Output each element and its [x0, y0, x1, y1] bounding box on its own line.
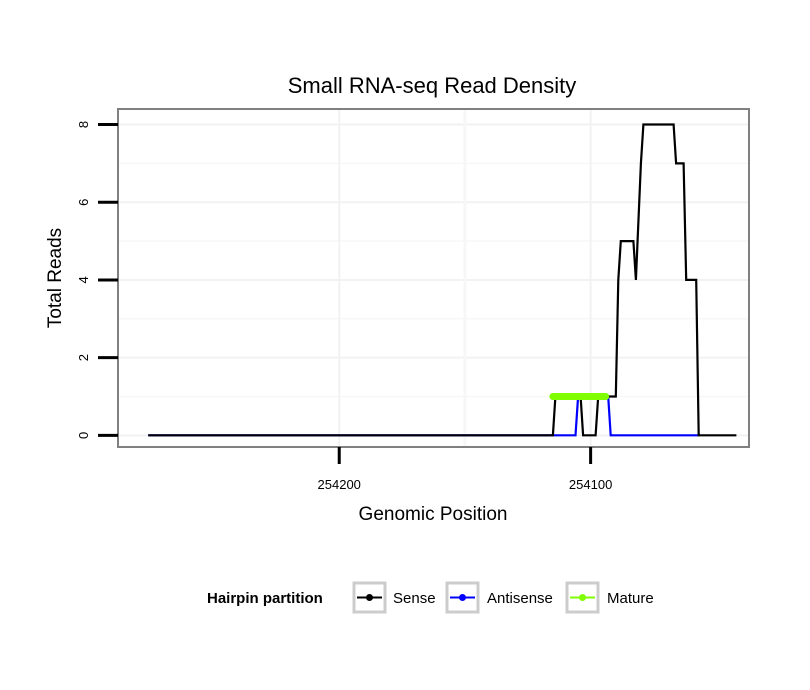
y-axis-title: Total Reads — [45, 228, 66, 328]
y-tick-label: 6 — [76, 199, 91, 206]
x-axis-title: Genomic Position — [359, 504, 508, 525]
y-axis: 0 2 4 6 8 — [76, 121, 118, 439]
x-tick-label: 254100 — [569, 477, 612, 492]
legend-key-point — [579, 594, 586, 601]
legend-key-point — [459, 594, 466, 601]
plot-panel-border — [117, 108, 750, 448]
x-tick-label: 254200 — [318, 477, 361, 492]
y-tick-label: 2 — [76, 354, 91, 361]
y-tick-label: 8 — [76, 121, 91, 128]
legend-label-mature: Mature — [607, 590, 654, 607]
y-tick-label: 0 — [76, 432, 91, 439]
legend-label-sense: Sense — [393, 590, 436, 607]
legend-key-point — [366, 594, 373, 601]
legend: Hairpin partition Sense Antisense Mature — [207, 581, 654, 614]
series-layer — [148, 123, 737, 437]
x-axis: 254200 254100 — [318, 447, 612, 492]
series-line-sense — [148, 123, 737, 437]
series-line-antisense — [148, 395, 699, 437]
chart-title: Small RNA-seq Read Density — [288, 73, 577, 98]
grid-lines — [118, 109, 749, 447]
legend-title: Hairpin partition — [207, 590, 323, 607]
legend-label-antisense: Antisense — [487, 590, 553, 607]
y-tick-label: 4 — [76, 276, 91, 283]
